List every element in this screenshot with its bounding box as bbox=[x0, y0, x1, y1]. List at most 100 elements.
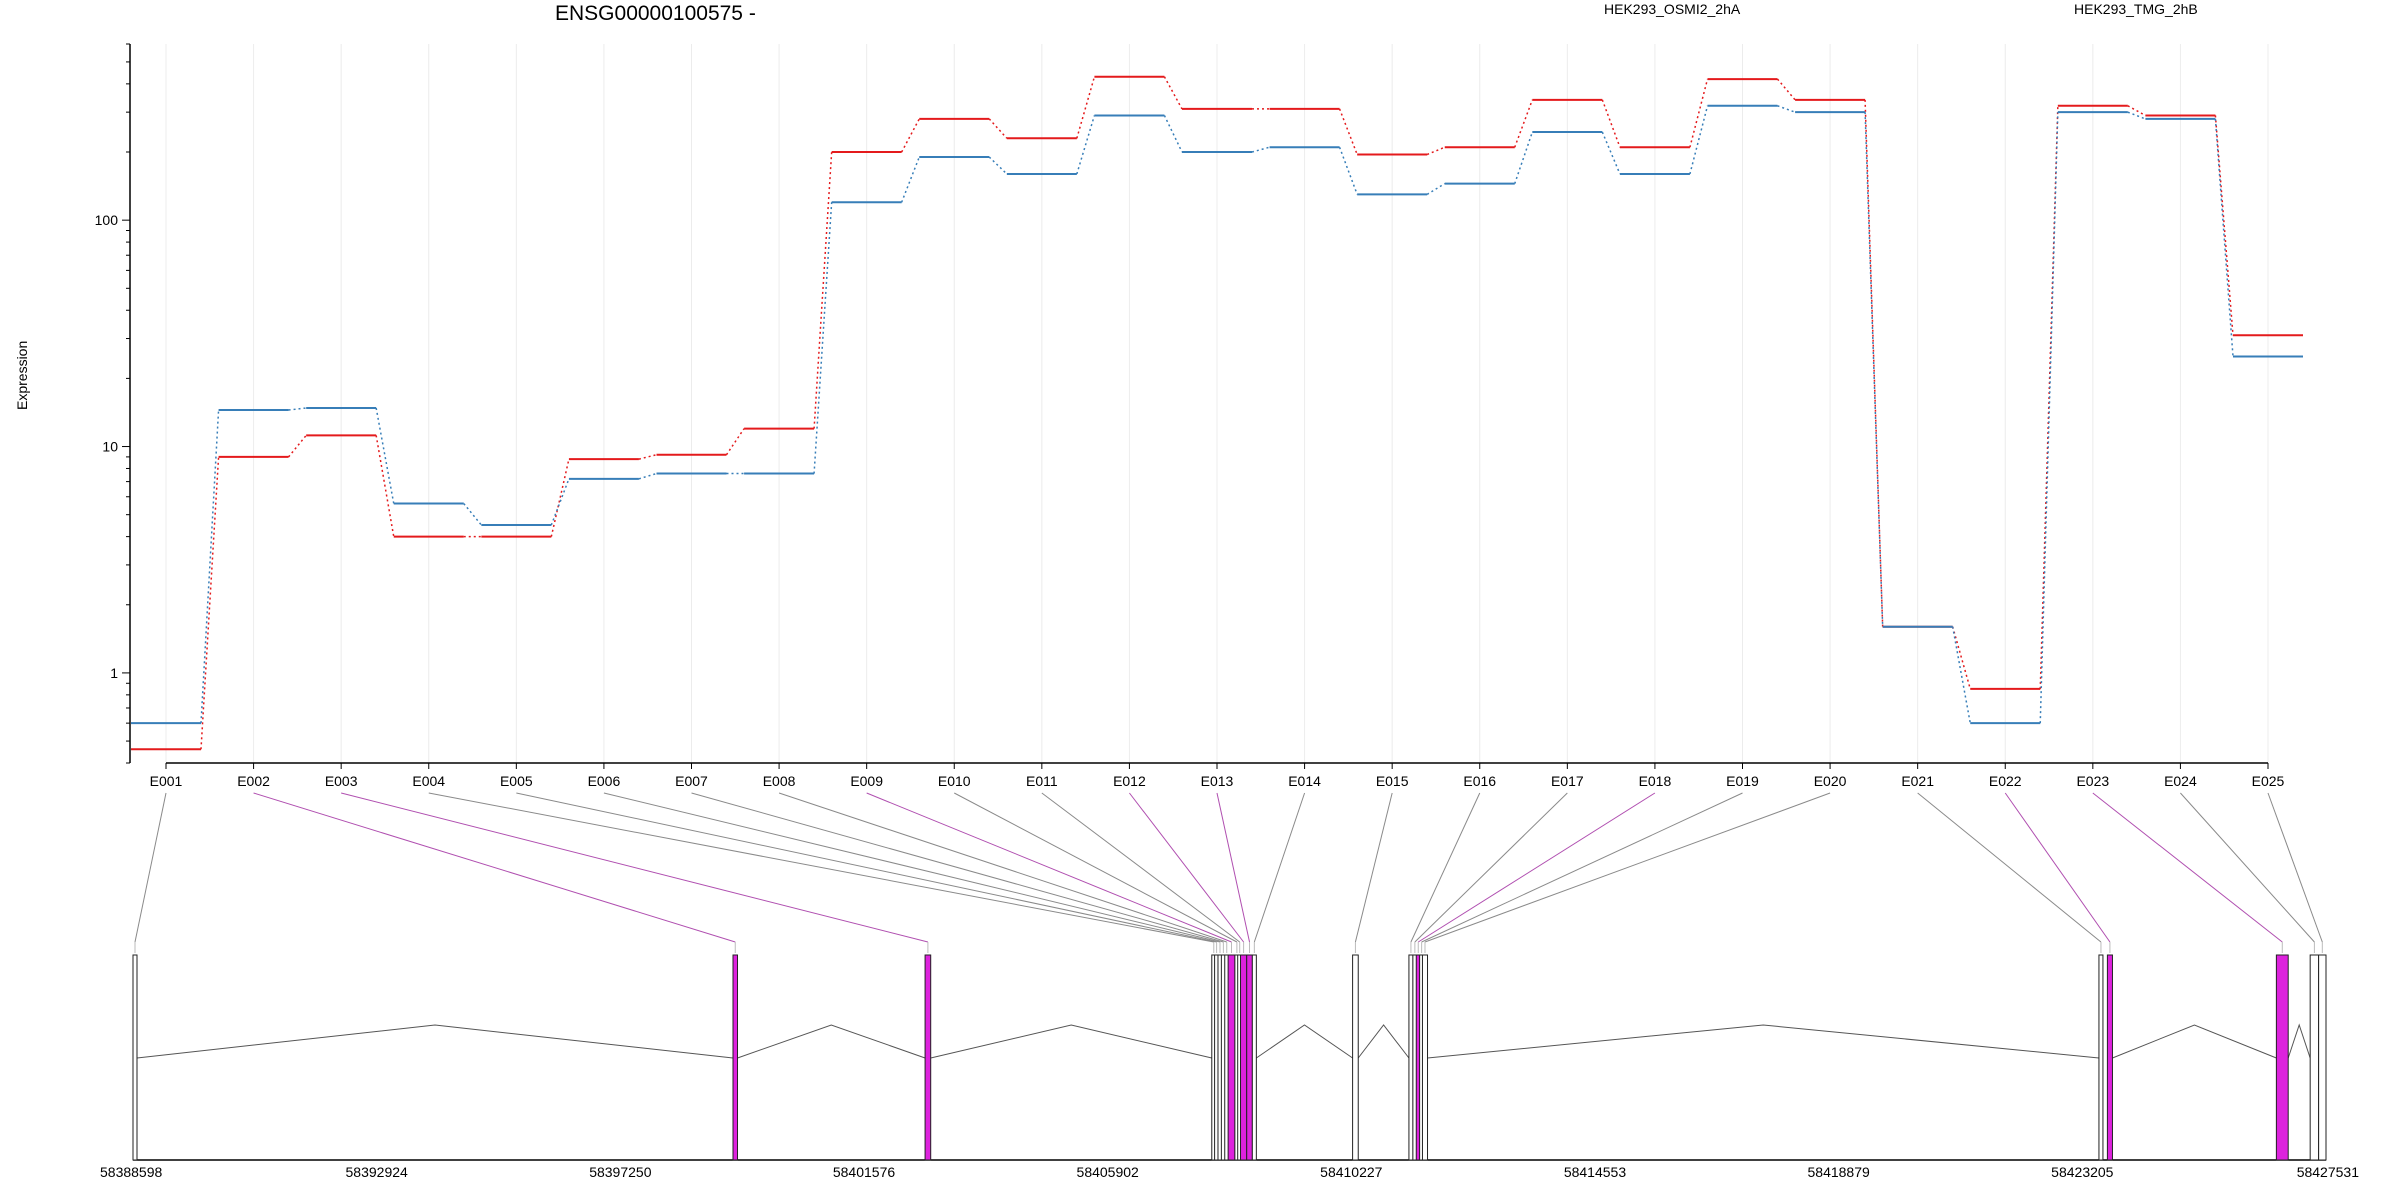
legend-entry-tmg: HEK293_TMG_2hB bbox=[2074, 1, 2198, 17]
transition-segment bbox=[638, 454, 657, 460]
exon-connector bbox=[1421, 792, 1743, 943]
exon-box bbox=[1408, 954, 1414, 1161]
exon-connector bbox=[1424, 792, 1831, 943]
exon-connector bbox=[2092, 792, 2283, 943]
exon-connector bbox=[1354, 792, 1393, 943]
x-tick-label: E016 bbox=[1463, 773, 1496, 789]
y-tick-label: 100 bbox=[95, 212, 119, 228]
transition-segment bbox=[1776, 78, 1796, 101]
transition-segment bbox=[2127, 105, 2146, 117]
transition-segment bbox=[901, 118, 920, 153]
y-tick-label: 1 bbox=[110, 665, 118, 681]
exon-connector bbox=[2180, 792, 2315, 943]
exon-box bbox=[1352, 954, 1359, 1161]
transition-segment bbox=[1601, 99, 1621, 148]
intron-line bbox=[930, 1024, 1212, 1059]
x-tick-label: E008 bbox=[763, 773, 796, 789]
transition-segment bbox=[288, 434, 307, 458]
coordinate-tick-label: 58405902 bbox=[1077, 1164, 1140, 1180]
exon-box bbox=[2318, 954, 2327, 1161]
exon-connector bbox=[2267, 792, 2323, 943]
x-tick-label: E022 bbox=[1989, 773, 2022, 789]
transition-segment bbox=[638, 472, 657, 480]
x-tick-label: E010 bbox=[938, 773, 971, 789]
exon-box bbox=[1227, 954, 1236, 1161]
transition-segment bbox=[550, 458, 570, 537]
transition-segment bbox=[900, 156, 920, 203]
transition-segment bbox=[1951, 626, 1971, 690]
x-tick-label: E002 bbox=[237, 773, 270, 789]
coordinate-tick-label: 58401576 bbox=[833, 1164, 896, 1180]
x-tick-label: E020 bbox=[1814, 773, 1847, 789]
exon-connector bbox=[2004, 792, 2111, 943]
coordinate-tick-label: 58423205 bbox=[2051, 1164, 2114, 1180]
intron-line bbox=[1357, 1024, 1410, 1059]
exon-box bbox=[2106, 954, 2113, 1161]
exon-connector bbox=[954, 792, 1238, 943]
exon-box bbox=[2309, 954, 2320, 1161]
x-tick-label: E025 bbox=[2252, 773, 2285, 789]
exon-connector bbox=[253, 792, 736, 943]
exon-connector bbox=[1414, 792, 1568, 943]
coordinate-tick-label: 58418879 bbox=[1808, 1164, 1871, 1180]
transition-segment bbox=[1864, 112, 1884, 627]
intron-line bbox=[1427, 1024, 2099, 1059]
x-tick-label: E015 bbox=[1376, 773, 1409, 789]
transition-segment bbox=[200, 409, 220, 724]
x-tick-label: E024 bbox=[2164, 773, 2197, 789]
exon-box bbox=[1240, 954, 1248, 1161]
transition-segment bbox=[2214, 118, 2234, 357]
transition-segment bbox=[463, 503, 482, 526]
coordinate-tick-label: 58388598 bbox=[100, 1164, 163, 1180]
transition-segment bbox=[1338, 108, 1358, 155]
exon-connector bbox=[603, 792, 1221, 943]
exon-box bbox=[2098, 954, 2104, 1161]
exon-connector bbox=[1129, 792, 1245, 943]
transition-segment bbox=[2039, 112, 2059, 724]
transition-segment bbox=[1514, 131, 1534, 184]
exon-connector bbox=[1216, 792, 1251, 943]
transition-segment bbox=[1163, 115, 1183, 153]
coordinate-tick-label: 58397250 bbox=[589, 1164, 652, 1180]
x-tick-label: E014 bbox=[1288, 773, 1321, 789]
transition-segment bbox=[1777, 105, 1796, 113]
gene-model: 58388598 58392924 58397250 58401576 58405902… bbox=[100, 954, 2359, 1180]
x-tick-label: E009 bbox=[850, 773, 883, 789]
x-tick-label: E012 bbox=[1113, 773, 1146, 789]
series-lines bbox=[131, 75, 2303, 751]
exon-box bbox=[2275, 954, 2289, 1161]
coordinate-tick-label: 58410227 bbox=[1320, 1164, 1383, 1180]
exon-connector bbox=[1041, 792, 1240, 943]
x-tick-label: E019 bbox=[1726, 773, 1759, 789]
exon-connector bbox=[428, 792, 1214, 943]
intron-line bbox=[136, 1024, 734, 1059]
transition-segment bbox=[1514, 99, 1534, 148]
transition-segment bbox=[1426, 146, 1446, 156]
x-tick-label: E011 bbox=[1026, 773, 1058, 789]
transition-segment bbox=[375, 435, 395, 537]
intron-line bbox=[737, 1024, 926, 1059]
exon-box bbox=[1246, 954, 1253, 1161]
transition-segment bbox=[1426, 182, 1446, 196]
exon-connector bbox=[134, 792, 167, 943]
x-tick-label: E001 bbox=[150, 773, 183, 789]
transition-segment bbox=[988, 156, 1008, 175]
transition-segment bbox=[988, 118, 1008, 139]
x-tick-label: E005 bbox=[500, 773, 533, 789]
y-tick-label: 10 bbox=[102, 439, 118, 455]
transition-segment bbox=[1163, 76, 1183, 110]
exon-connectors bbox=[134, 792, 2323, 953]
transition-segment bbox=[200, 456, 220, 750]
exon-connector bbox=[866, 792, 1232, 943]
transition-segment bbox=[1689, 105, 1709, 175]
x-tick-label: E023 bbox=[2076, 773, 2109, 789]
x-tick-label: E017 bbox=[1551, 773, 1584, 789]
axes: 1 10 100 E001 E002 E003 E004 E005 E006 E007 E008 E0… bbox=[95, 43, 2285, 789]
intron-line bbox=[2112, 1024, 2277, 1059]
x-tick-label: E004 bbox=[412, 773, 445, 789]
chart-title: ENSG00000100575 - bbox=[555, 2, 756, 25]
transition-segment bbox=[1951, 626, 1971, 724]
x-tick-label: E007 bbox=[675, 773, 708, 789]
exon-connector bbox=[1410, 792, 1481, 943]
